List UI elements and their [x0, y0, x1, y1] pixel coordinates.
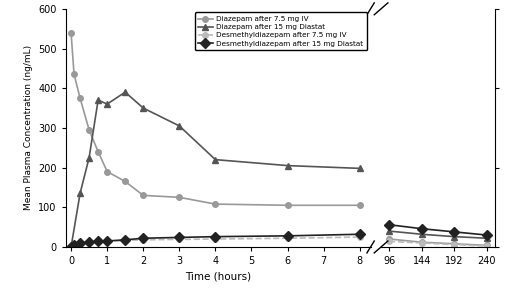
Y-axis label: Mean Plasma Concentration (ng/mL): Mean Plasma Concentration (ng/mL) [24, 45, 32, 211]
X-axis label: Time (hours): Time (hours) [185, 272, 251, 282]
Legend: Diazepam after 7.5 mg IV, Diazepam after 15 mg Diastat, Desmethyldiazepam after : Diazepam after 7.5 mg IV, Diazepam after… [194, 12, 367, 50]
